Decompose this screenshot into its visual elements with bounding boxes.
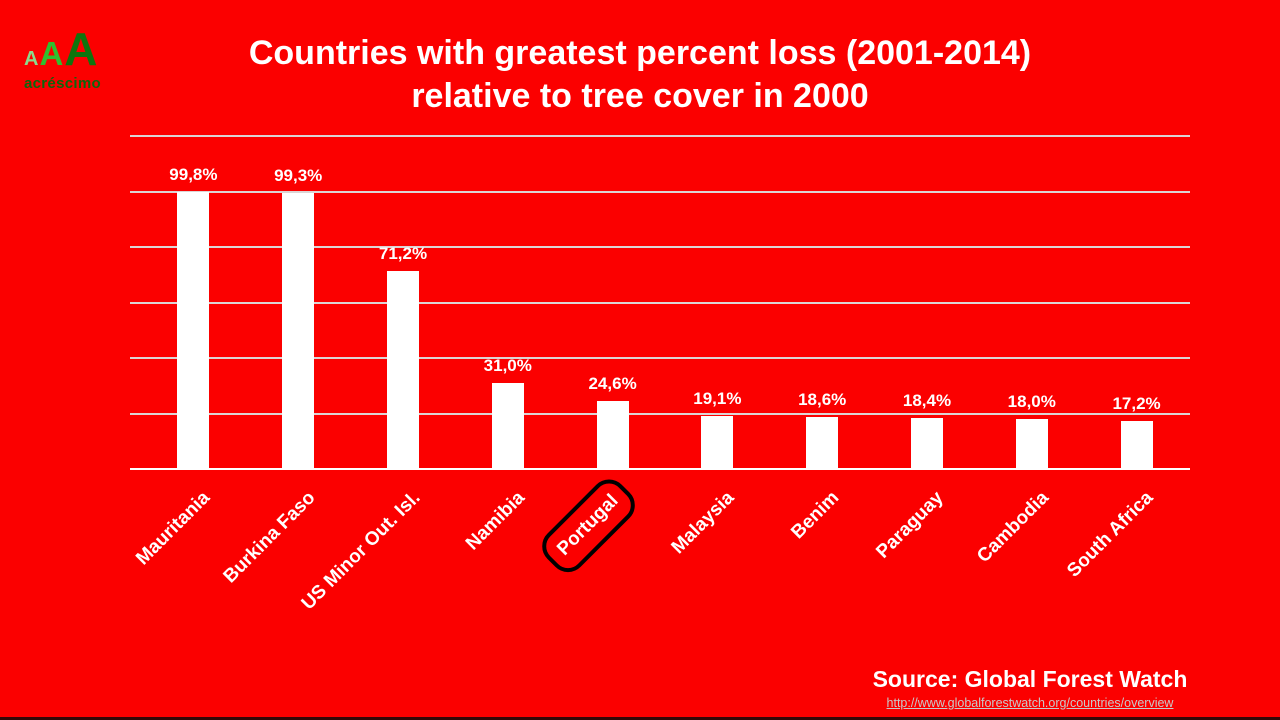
gridline (130, 301, 1190, 304)
logo-letter-medium: A (39, 35, 64, 72)
bar (1015, 419, 1048, 469)
value-label: 19,1% (693, 389, 742, 408)
bar (910, 417, 943, 469)
category-label: Namibia (461, 487, 529, 555)
value-label: 99,8% (169, 165, 218, 185)
value-label: 31,0% (483, 355, 532, 375)
chart-title-line-2: relative to tree cover in 2000 (411, 77, 869, 115)
value-label: 71,2% (378, 244, 428, 264)
logo-wordmark: acréscimo (24, 75, 101, 92)
value-label: 24,6% (588, 373, 637, 393)
gridline (130, 190, 1190, 193)
bar (701, 416, 734, 469)
category-label: South Africa (1063, 487, 1158, 582)
category-label: Cambodia (973, 487, 1053, 568)
value-label: 17,2% (1112, 394, 1161, 414)
logo-letter-small: A (24, 48, 39, 70)
chart-title: Countries with greatest percent loss (20… (100, 32, 1180, 118)
value-label: 18,6% (798, 390, 847, 410)
axis-line (130, 468, 1190, 470)
bar (806, 417, 839, 469)
bar-column: 99,8% (141, 136, 246, 469)
bar-column: 71,2% (351, 136, 456, 469)
value-label: 18,4% (902, 390, 952, 410)
chart-bars: 99,8% 99,3% 71,2% 31,0% 24,6% 19,1% 18,6% 18,4%… (141, 136, 1189, 469)
category-label: Mauritania (132, 487, 215, 570)
gridline (130, 357, 1190, 359)
bar-column: 18,4% (875, 136, 980, 469)
bar-column: 24,6% (560, 136, 665, 469)
category-label-highlight: Portugal (534, 472, 642, 580)
logo-letters: A A A (24, 26, 101, 72)
bar (177, 192, 210, 469)
category-label: Burkina Faso (219, 487, 320, 588)
chart-plot-area (130, 135, 1190, 470)
bar-column: 18,0% (979, 136, 1084, 469)
bar-column: 18,6% (770, 136, 875, 469)
bar (596, 400, 629, 469)
source-label: Source: Global Forest Watch (872, 666, 1188, 692)
category-label: US Minor Out. Isl. (297, 487, 425, 615)
gridline (130, 135, 1190, 137)
source-url-link[interactable]: http://www.globalforestwatch.org/countri… (886, 696, 1174, 710)
logo: A A A acréscimo (24, 26, 101, 92)
bar (491, 382, 524, 469)
chart-title-line-1: Countries with greatest percent loss (20… (248, 34, 1032, 72)
bar-column: 17,2% (1084, 136, 1189, 469)
bar-column: 99,3% (246, 136, 351, 469)
gridline (130, 246, 1190, 248)
bar (282, 193, 315, 469)
footer-strip (0, 717, 1280, 720)
logo-letter-large: A (64, 23, 98, 75)
value-label: 18,0% (1007, 392, 1056, 412)
bar (1120, 421, 1153, 469)
category-label: Benim (787, 487, 844, 544)
category-label: Paraguay (872, 487, 949, 563)
value-label: 99,3% (274, 166, 323, 186)
category-label: Malaysia (667, 487, 739, 559)
gridline (130, 412, 1190, 415)
bar-column: 31,0% (455, 136, 560, 469)
bar-column: 19,1% (665, 136, 770, 469)
bar (386, 271, 419, 469)
source-attribution: Source: Global Forest Watch http://www.g… (850, 666, 1210, 710)
